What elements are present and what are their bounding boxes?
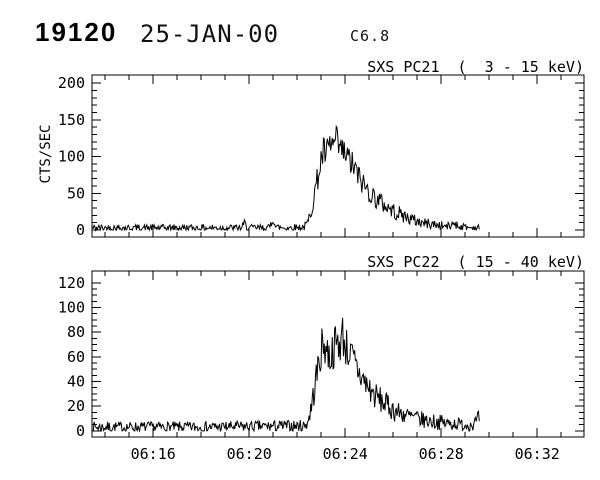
y-tick-label: 150 (58, 111, 85, 129)
x-tick-label: 06:28 (419, 445, 464, 463)
panel-sxs-pc21: 0 50 100 150 200 (58, 74, 585, 239)
y-tick-label: 100 (58, 299, 85, 317)
goes-class-label: C6.8 (350, 27, 391, 45)
y-tick-label: 0 (76, 221, 85, 239)
x-tick-label: 06:32 (515, 445, 560, 463)
light-curve-sxs-pc22 (92, 317, 480, 433)
x-tick-label: 06:16 (131, 445, 176, 463)
flare-date: 25-JAN-00 (140, 20, 280, 48)
x-tick-label: 06:24 (323, 445, 368, 463)
y-tick-label: 0 (76, 422, 85, 440)
panel-title-pc22: SXS PC22 ( 15 - 40 keV) (367, 253, 584, 271)
x-tick-label: 06:20 (227, 445, 272, 463)
y-tick-label: 80 (67, 323, 85, 341)
y-tick-label: 50 (67, 184, 85, 202)
panel-sxs-pc22: 0 20 40 60 80 100 120 06:16 06:20 06:24 06:28 06:32 (58, 270, 585, 463)
y-tick-label: 40 (67, 373, 85, 391)
y-tick-label: 60 (67, 348, 85, 366)
light-curve-sxs-pc21 (92, 124, 480, 232)
flare-number: 19120 (35, 17, 118, 47)
y-tick-label: 120 (58, 274, 85, 292)
panel-title-pc21: SXS PC21 ( 3 - 15 keV) (367, 58, 584, 76)
y-tick-label: 100 (58, 148, 85, 166)
y-tick-label: 20 (67, 397, 85, 415)
y-tick-label: 200 (58, 74, 85, 92)
